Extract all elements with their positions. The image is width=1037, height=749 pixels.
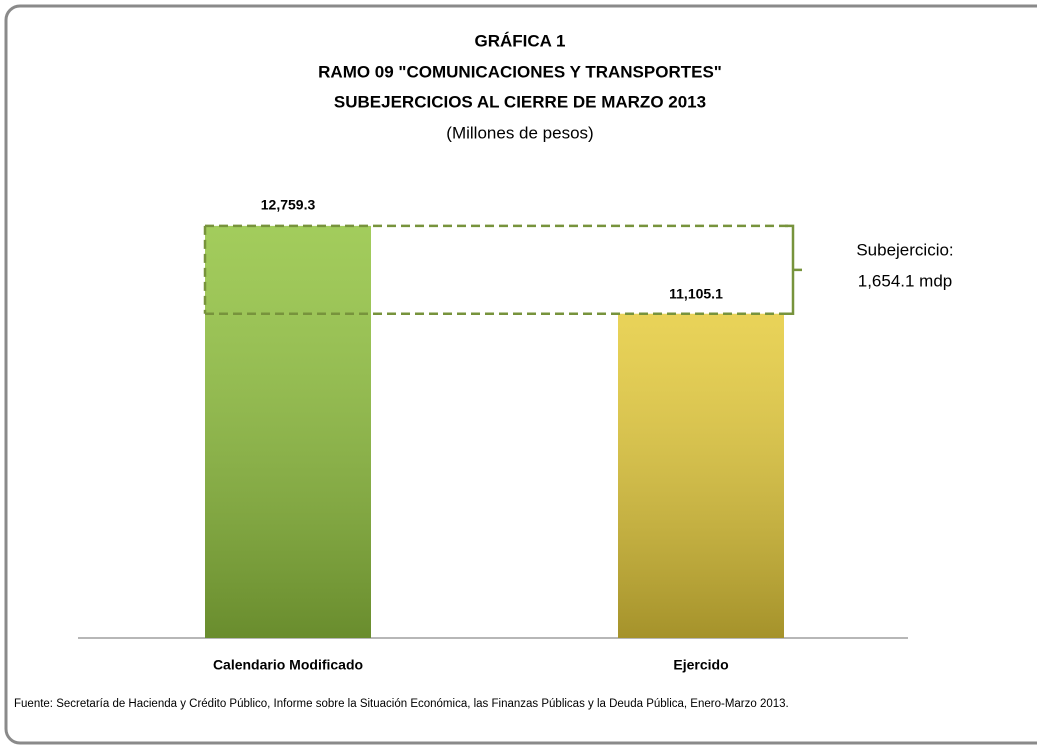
- annotation-label: Subejercicio:: [856, 240, 953, 259]
- x-tick-label: Ejercido: [673, 657, 728, 673]
- value-label: 11,105.1: [669, 285, 723, 301]
- value-label: 12,759.3: [261, 197, 316, 213]
- annotation-value: 1,654.1 mdp: [858, 271, 953, 290]
- bar: [618, 313, 784, 638]
- bracket: [785, 224, 802, 315]
- source-note: Fuente: Secretaría de Hacienda y Crédito…: [14, 698, 789, 710]
- chart-title-line: SUBEJERCICIOS AL CIERRE DE MARZO 2013: [334, 92, 706, 111]
- chart-title-line: RAMO 09 "COMUNICACIONES Y TRANSPORTES": [318, 62, 722, 81]
- chart-subtitle: (Millones de pesos): [446, 123, 593, 142]
- chart-title: GRÁFICA 1: [475, 31, 566, 50]
- frame: [4, 4, 1037, 745]
- bar: [205, 225, 371, 638]
- x-tick-label: Calendario Modificado: [213, 657, 363, 673]
